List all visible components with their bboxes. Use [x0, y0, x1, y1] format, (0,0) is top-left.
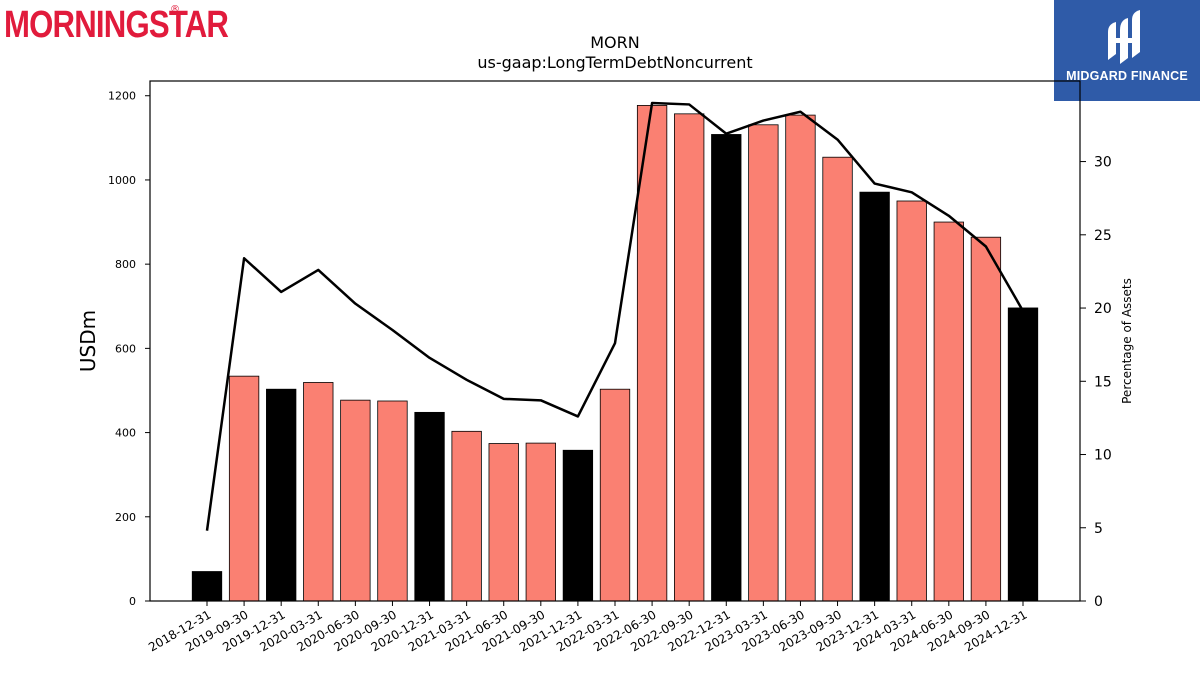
line-group [205, 101, 1025, 531]
y-axis-label: USDm [76, 310, 100, 372]
bar [228, 375, 260, 602]
y-tick-label: 600 [115, 342, 136, 355]
y-tick-label: 0 [129, 595, 136, 608]
bar [451, 430, 482, 602]
bar [303, 382, 334, 602]
bar [859, 191, 890, 602]
y-tick-label: 400 [115, 427, 136, 440]
bar [525, 442, 556, 602]
midgard-finance-logo: MIDGARD FINANCE [1054, 0, 1200, 101]
morningstar-logo-text: MORNINGSTAR [4, 4, 229, 46]
y2-tick-label: 15 [1094, 374, 1112, 390]
y2-axis-label: Percentage of Assets [1120, 278, 1134, 404]
bar [562, 449, 594, 602]
bar [748, 124, 779, 602]
y2-tick-label: 30 [1094, 155, 1112, 171]
chart-subtitle: us-gaap:LongTermDebtNoncurrent [477, 53, 752, 72]
y2-tick-label: 25 [1094, 228, 1112, 244]
bar [599, 388, 631, 602]
bar [340, 399, 371, 602]
bar [414, 411, 445, 602]
bar [933, 221, 964, 602]
y-tick-label: 1200 [108, 90, 136, 103]
bar [896, 200, 927, 602]
bar [711, 134, 742, 602]
midgard-finance-text: MIDGARD FINANCE [1066, 69, 1188, 83]
bar [822, 156, 853, 602]
y-tick-label: 200 [115, 511, 136, 524]
bar [674, 113, 705, 602]
bar [1007, 307, 1039, 602]
bars-group [191, 105, 1039, 602]
bar [266, 388, 297, 602]
bar [377, 400, 408, 602]
y-tick-label: 800 [115, 258, 136, 271]
registered-mark: ® [170, 4, 180, 15]
percentage-line [205, 101, 1025, 531]
bar [488, 443, 519, 602]
bar [785, 114, 816, 602]
y2-tick-label: 10 [1094, 448, 1112, 464]
y2-tick-label: 0 [1094, 594, 1103, 610]
bar [970, 236, 1002, 602]
y2-tick-label: 5 [1094, 521, 1103, 537]
y2-tick-label: 20 [1094, 301, 1112, 317]
chart-title: MORN [590, 33, 639, 52]
bar [191, 571, 223, 602]
bar [636, 105, 668, 602]
midgard-emblem-icon [1108, 10, 1140, 64]
y-tick-label: 1000 [108, 174, 136, 187]
